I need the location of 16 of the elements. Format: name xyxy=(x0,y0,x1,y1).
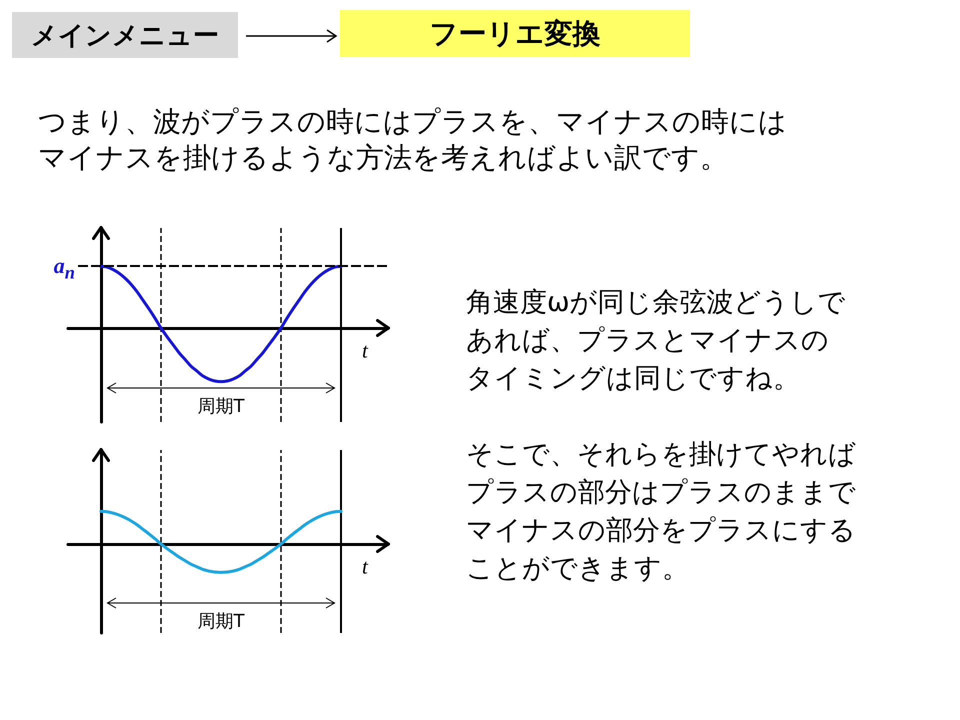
text: タイミングは同じですね。 xyxy=(466,363,800,394)
text: 周期T xyxy=(196,611,246,633)
text: 角速度ωが同じ余弦波どうしで xyxy=(466,287,846,318)
x-axis-title: t xyxy=(362,554,369,578)
text: マイナスの部分をプラスにする xyxy=(466,515,856,546)
text: マイナスを掛けるような方法を考えればよい訳です。 xyxy=(38,141,728,174)
text: あれば、プラスとマイナスの xyxy=(466,325,829,356)
text: つまり、波がプラスの時にはプラスを、マイナスの時には xyxy=(38,105,787,138)
text: そこで、それらを掛けてやれば xyxy=(466,439,856,470)
text: プラスの部分はプラスのままで xyxy=(466,477,856,508)
text: ことができます。 xyxy=(466,553,689,584)
text: フーリエ変換 xyxy=(340,10,690,57)
x-axis-title: t xyxy=(362,338,369,362)
ref-line-label: a$_{n}$ xyxy=(54,252,75,283)
text: メインメニュー xyxy=(12,12,238,58)
text: 周期T xyxy=(196,396,246,418)
